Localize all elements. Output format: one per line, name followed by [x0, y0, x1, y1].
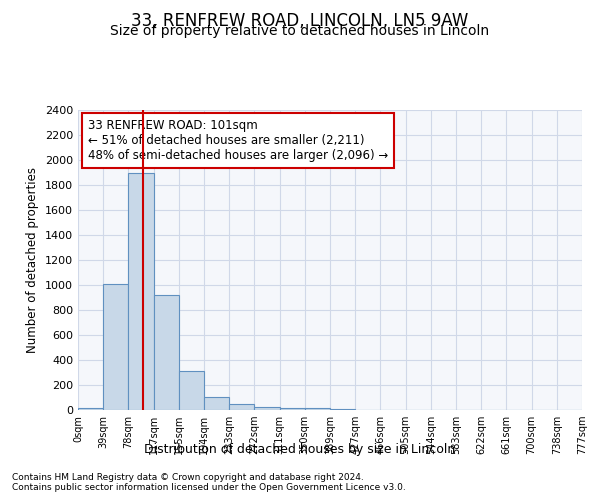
Bar [305, 408, 330, 410]
Text: Size of property relative to detached houses in Lincoln: Size of property relative to detached ho… [110, 24, 490, 38]
Text: Distribution of detached houses by size in Lincoln: Distribution of detached houses by size … [145, 442, 455, 456]
Bar [179, 370, 204, 410]
Bar [229, 404, 254, 410]
Bar [128, 172, 154, 410]
Bar [78, 408, 103, 410]
Text: 33, RENFREW ROAD, LINCOLN, LN5 9AW: 33, RENFREW ROAD, LINCOLN, LN5 9AW [131, 12, 469, 30]
Text: Contains HM Land Registry data © Crown copyright and database right 2024.: Contains HM Land Registry data © Crown c… [12, 472, 364, 482]
Bar [204, 397, 229, 410]
Bar [254, 407, 280, 410]
Bar [154, 295, 179, 410]
Bar [280, 408, 305, 410]
Bar [103, 284, 128, 410]
Text: 33 RENFREW ROAD: 101sqm
← 51% of detached houses are smaller (2,211)
48% of semi: 33 RENFREW ROAD: 101sqm ← 51% of detache… [88, 119, 388, 162]
Text: Contains public sector information licensed under the Open Government Licence v3: Contains public sector information licen… [12, 484, 406, 492]
Y-axis label: Number of detached properties: Number of detached properties [26, 167, 40, 353]
